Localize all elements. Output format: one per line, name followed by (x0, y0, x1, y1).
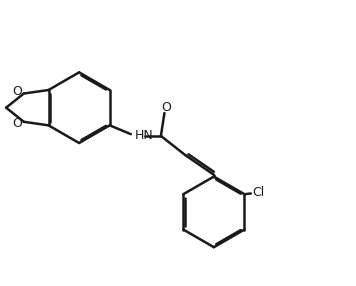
Text: O: O (161, 101, 171, 114)
Text: HN: HN (135, 130, 153, 142)
Text: O: O (12, 117, 22, 130)
Text: Cl: Cl (252, 186, 265, 199)
Text: O: O (12, 85, 22, 98)
